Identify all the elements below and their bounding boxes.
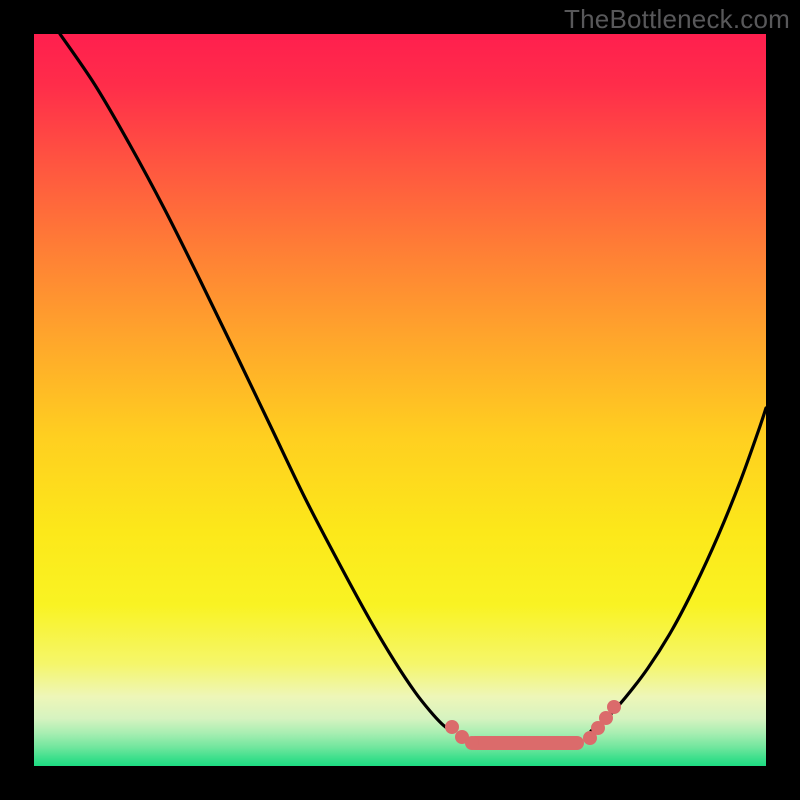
watermark-text: TheBottleneck.com [564,4,790,35]
chart-canvas: TheBottleneck.com [0,0,800,800]
chart-svg [0,0,800,800]
